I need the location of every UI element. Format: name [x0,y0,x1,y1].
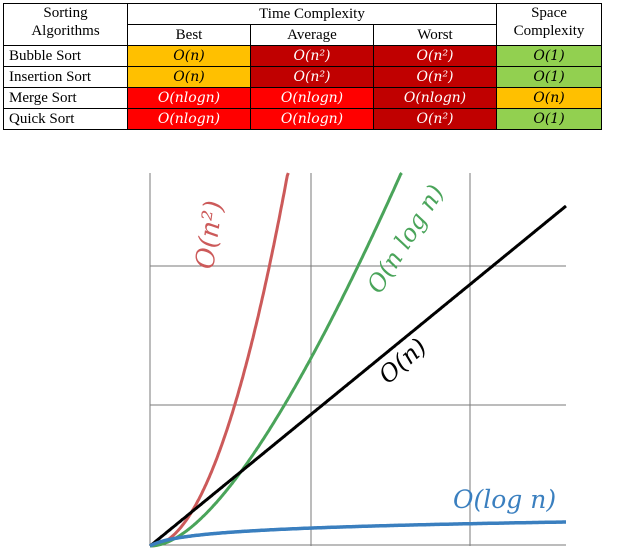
worst-cell: O(n²) [373,45,497,67]
space-cell: O(1) [496,108,602,130]
curve-label-n-log-n: O(n log n) [361,180,449,298]
worst-cell: O(nlogn) [373,87,497,109]
algorithm-name: Quick Sort [3,108,128,130]
table-row: Quick Sort O(nlogn) O(nlogn) O(n²) O(1) [3,108,602,130]
header-space-line2: Complexity [513,23,585,39]
best-cell: O(n) [127,45,251,67]
header-average: Average [250,24,374,46]
curve-label-n: O(n) [373,333,432,390]
table-row: Insertion Sort O(n) O(n²) O(n²) O(1) [3,66,602,88]
header-best: Best [127,24,251,46]
space-cell: O(1) [496,66,602,88]
best-cell: O(nlogn) [127,87,251,109]
curve-label-log-n: O(log n) [453,485,556,514]
header-space-complexity: Space Complexity [496,3,602,46]
best-cell: O(nlogn) [127,108,251,130]
curve-n-squared [150,172,290,548]
header-algorithms: Sorting Algorithms [3,3,128,46]
average-cell: O(nlogn) [250,108,374,130]
algorithm-name: Bubble Sort [3,45,128,67]
average-cell: O(n²) [250,66,374,88]
average-cell: O(n²) [250,45,374,67]
curve-n-log-n [150,172,403,548]
curve-label-n-squared: O(n²) [190,199,229,271]
header-algorithms-line2: Algorithms [31,23,100,39]
header-space-line1: Space [531,5,567,21]
space-cell: O(n) [496,87,602,109]
complexity-table: Sorting Algorithms Time Complexity Space… [3,3,602,130]
curve-n [148,204,567,548]
average-cell: O(nlogn) [250,87,374,109]
best-cell: O(n) [127,66,251,88]
header-algorithms-line1: Sorting [43,5,88,21]
curve-log-n [149,520,566,548]
